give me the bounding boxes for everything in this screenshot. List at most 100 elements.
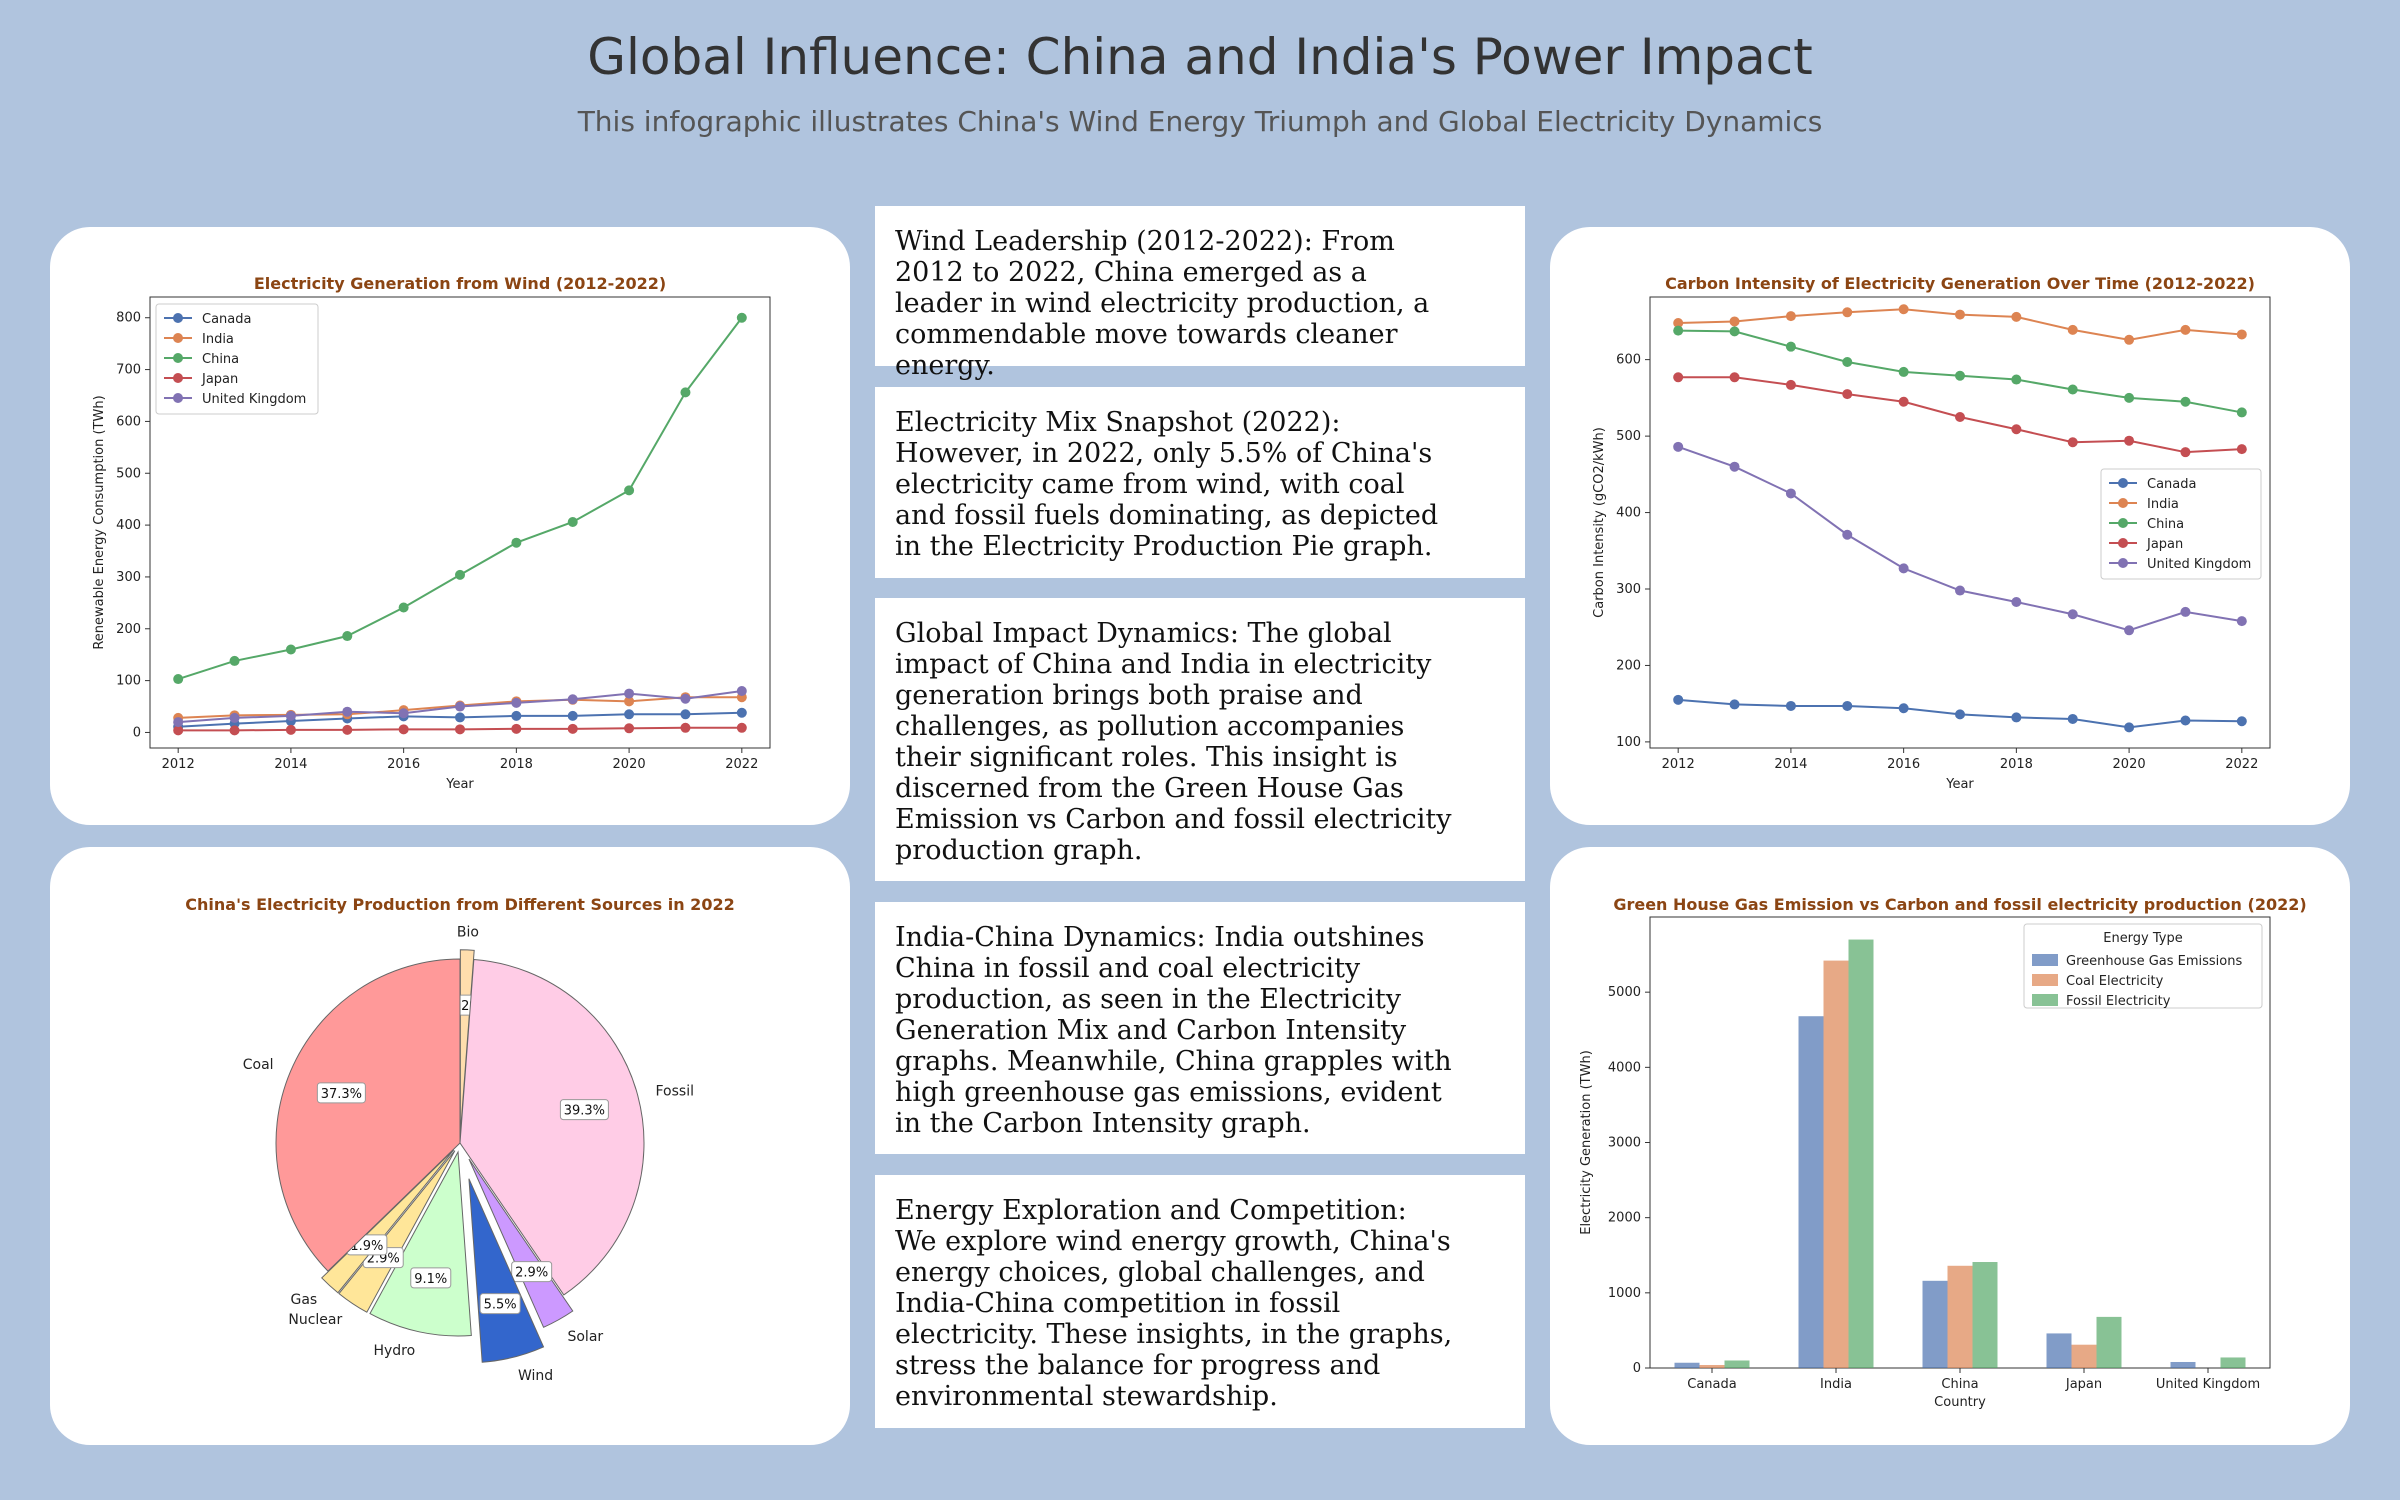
pie-percent-label: 2.9%	[515, 1266, 548, 1281]
x-tick-label: China	[1941, 1377, 1978, 1392]
legend-label: China	[202, 352, 239, 367]
y-tick-label: 100	[1616, 735, 1641, 750]
pie-percent-label: 39.3%	[564, 1104, 605, 1119]
legend-label: India	[202, 332, 234, 347]
legend-marker	[2118, 498, 2128, 508]
x-tick-label: 2012	[1662, 757, 1695, 772]
bar	[2170, 1361, 2196, 1368]
data-point	[567, 694, 578, 705]
pie-percent-box	[479, 1293, 521, 1315]
x-tick-label: 2016	[387, 757, 420, 772]
data-point	[1785, 379, 1796, 390]
y-tick-label: 300	[1616, 582, 1641, 597]
legend-label: United Kingdom	[2147, 557, 2251, 572]
carbon-intensity-chart: Carbon Intensity of Electricity Generati…	[1592, 274, 2271, 792]
data-point	[173, 717, 184, 728]
bar	[1674, 1362, 1700, 1368]
data-point	[1898, 396, 1909, 407]
y-tick-label: 1000	[1608, 1286, 1641, 1301]
legend-marker	[2118, 558, 2128, 568]
data-point	[680, 387, 691, 398]
legend-label: Canada	[2147, 477, 2196, 492]
legend-marker	[173, 313, 183, 323]
data-point	[2067, 324, 2078, 335]
data-point	[1673, 694, 1684, 705]
insight-text: Global Impact Dynamics: The global impac…	[895, 618, 1452, 866]
data-point	[2011, 374, 2022, 385]
y-tick-label: 500	[1616, 429, 1641, 444]
data-point	[2180, 324, 2191, 335]
y-axis-label: Electricity Generation (TWh)	[1579, 1050, 1594, 1235]
data-point	[567, 723, 578, 734]
emissions-bar-chart-card: Green House Gas Emission vs Carbon and f…	[1550, 847, 2350, 1445]
bar	[1823, 960, 1849, 1368]
pie-slice-wind	[468, 1178, 545, 1363]
data-point	[2124, 625, 2135, 636]
y-tick-label: 0	[133, 725, 141, 740]
data-point	[455, 712, 465, 723]
x-tick-label: 2016	[1887, 757, 1920, 772]
data-point	[1898, 703, 1909, 714]
data-point	[1673, 317, 1684, 328]
data-point	[2124, 435, 2135, 446]
legend-swatch	[2032, 954, 2058, 966]
y-tick-label: 400	[1616, 506, 1641, 521]
x-tick-label: 2014	[274, 757, 307, 772]
bar	[1724, 1360, 1750, 1368]
legend-label: Greenhouse Gas Emissions	[2066, 954, 2242, 969]
y-tick-label: 500	[116, 466, 141, 481]
data-point	[398, 708, 409, 719]
data-point	[1785, 700, 1796, 711]
data-point	[1842, 307, 1853, 318]
x-axis-label: Country	[1934, 1395, 1986, 1410]
legend-swatch	[2032, 994, 2058, 1006]
x-axis-label: Year	[1945, 777, 1974, 792]
x-tick-label: India	[1820, 1377, 1852, 1392]
data-point	[736, 312, 747, 323]
pie-category-label: Coal	[243, 1057, 274, 1073]
y-tick-label: 200	[1616, 658, 1641, 673]
data-point	[624, 696, 635, 707]
y-tick-label: 0	[1633, 1361, 1641, 1376]
insight-box-wind-leadership: Wind Leadership (2012-2022): From 2012 t…	[875, 206, 1525, 381]
y-tick-label: 800	[116, 311, 141, 326]
bar	[2220, 1357, 2246, 1368]
data-point	[2067, 437, 2078, 448]
insight-text: Wind Leadership (2012-2022): From 2012 t…	[895, 226, 1430, 381]
bar	[1947, 1265, 1973, 1368]
insight-box-global-impact: Global Impact Dynamics: The global impac…	[875, 598, 1525, 881]
data-point	[736, 722, 747, 733]
data-point	[624, 485, 635, 496]
data-point	[736, 707, 747, 718]
data-point	[1955, 309, 1965, 320]
y-tick-label: 400	[116, 518, 141, 533]
data-point	[567, 710, 578, 721]
y-tick-label: 600	[1616, 353, 1641, 368]
insight-text: Electricity Mix Snapshot (2022): However…	[895, 407, 1439, 562]
x-tick-label: 2014	[1774, 757, 1807, 772]
y-tick-label: 3000	[1608, 1136, 1641, 1151]
chart-title: Carbon Intensity of Electricity Generati…	[1665, 274, 2255, 293]
data-point	[342, 631, 353, 642]
china-sources-pie-card: China's Electricity Production from Diff…	[50, 847, 850, 1445]
data-point	[2236, 407, 2247, 418]
page-subtitle: This infographic illustrates China's Win…	[577, 105, 1823, 138]
x-tick-label: 2018	[500, 757, 533, 772]
pie-slice-hydro	[369, 1150, 472, 1337]
pie-slice-gas	[321, 1149, 455, 1294]
bar	[1848, 939, 1874, 1368]
pie-percent-label: 5.5%	[484, 1298, 517, 1313]
pie-slice-nuclear	[338, 1150, 456, 1313]
data-point	[2067, 713, 2078, 724]
y-tick-label: 200	[116, 622, 141, 637]
data-point	[285, 710, 296, 721]
legend-marker	[173, 373, 183, 383]
bar	[2046, 1333, 2072, 1368]
data-point	[1729, 699, 1740, 710]
pie-category-label: Gas	[290, 1292, 317, 1308]
data-point	[173, 725, 184, 736]
data-point	[229, 655, 240, 666]
data-point	[455, 701, 465, 712]
data-point	[2011, 311, 2022, 322]
pie-category-label: Fossil	[655, 1084, 694, 1100]
